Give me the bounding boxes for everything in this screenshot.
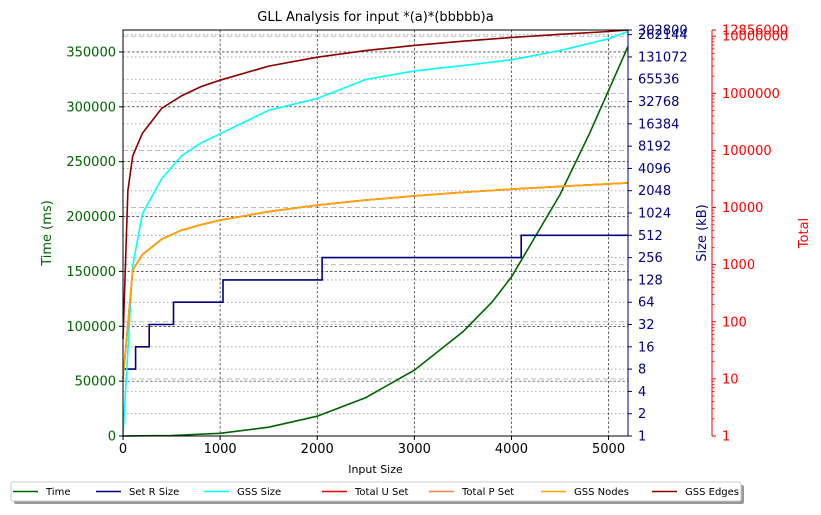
- time-tick-label: 250000: [66, 155, 116, 170]
- legend-label: Total U Set: [354, 487, 409, 498]
- time-tick-label: 150000: [66, 265, 116, 280]
- size-tick-label: 16: [638, 340, 655, 355]
- size-tick-label: 256: [638, 251, 663, 266]
- legend-label: Time: [45, 487, 70, 498]
- series-line-set-r-size: [123, 234, 628, 370]
- total-tick-label: 10000: [722, 201, 763, 216]
- time-tick-label: 50000: [75, 375, 116, 390]
- legend-box: [10, 481, 742, 502]
- time-tick-label: 300000: [66, 100, 116, 115]
- size-tick-label: 16384: [638, 117, 679, 132]
- size-tick-label: 32768: [638, 95, 679, 110]
- time-tick-label: 100000: [66, 320, 116, 335]
- x-tick-label: 0: [119, 442, 127, 457]
- x-tick-label: 4000: [495, 442, 528, 457]
- size-tick-label: 2048: [638, 184, 671, 199]
- size-tick-label: 4096: [638, 162, 671, 177]
- size-tick-label: 1024: [638, 207, 671, 222]
- size-tick-label: 64: [638, 296, 655, 311]
- size-tick-label: 8192: [638, 140, 671, 155]
- legend-label: GSS Nodes: [574, 487, 629, 498]
- x-axis-label: Input Size: [348, 463, 403, 476]
- total-tick-label: 1000000: [722, 87, 780, 102]
- series-line-time: [122, 46, 629, 437]
- total-tick-label: 10000000: [722, 30, 788, 45]
- size-tick-label: 4: [638, 385, 646, 400]
- x-tick-label: 2000: [301, 442, 334, 457]
- size-tick-label: 8: [638, 363, 646, 378]
- legend-label: GSS Size: [237, 487, 281, 498]
- size-tick-label: 1: [638, 430, 646, 445]
- legend-label: Set R Size: [129, 487, 179, 498]
- total-tick-label: 1: [722, 430, 730, 445]
- size-tick-label: 512: [638, 229, 663, 244]
- plot-area: [123, 30, 628, 436]
- total-tick-label: 100000: [722, 144, 772, 159]
- chart-title: GLL Analysis for input *(a)*(bbbbb)a: [257, 10, 493, 25]
- total-tick-label: 100: [722, 315, 747, 330]
- x-tick-label: 5000: [592, 442, 625, 457]
- total-tick-label: 1000: [722, 258, 755, 273]
- total-tick-label: 10: [722, 372, 739, 387]
- total-tick-label: 12856000: [722, 24, 788, 39]
- series-line-gss-nodes: [122, 182, 629, 379]
- time-axis-label: Time (ms): [40, 200, 55, 267]
- size-tick-label: 128: [638, 273, 663, 288]
- legend-label: Total P Set: [461, 487, 514, 498]
- size-tick-label: 262144: [638, 28, 688, 43]
- time-tick-label: 0: [108, 430, 116, 445]
- series-line-gss-size: [122, 30, 629, 437]
- size-axis-label: Size (kB): [695, 204, 710, 261]
- x-tick-label: 1000: [204, 442, 237, 457]
- series-line-gss-edges: [122, 29, 629, 340]
- x-tick-label: 3000: [398, 442, 431, 457]
- time-tick-label: 350000: [66, 45, 116, 60]
- size-tick-label: 2: [638, 407, 646, 422]
- total-axis-label: Total: [797, 218, 812, 249]
- size-tick-label: 131072: [638, 50, 688, 65]
- size-tick-label: 32: [638, 318, 655, 333]
- legend-label: GSS Edges: [685, 487, 739, 498]
- size-tick-label: 65536: [638, 73, 679, 88]
- size-tick-label: 302800: [638, 24, 688, 39]
- time-tick-label: 200000: [66, 210, 116, 225]
